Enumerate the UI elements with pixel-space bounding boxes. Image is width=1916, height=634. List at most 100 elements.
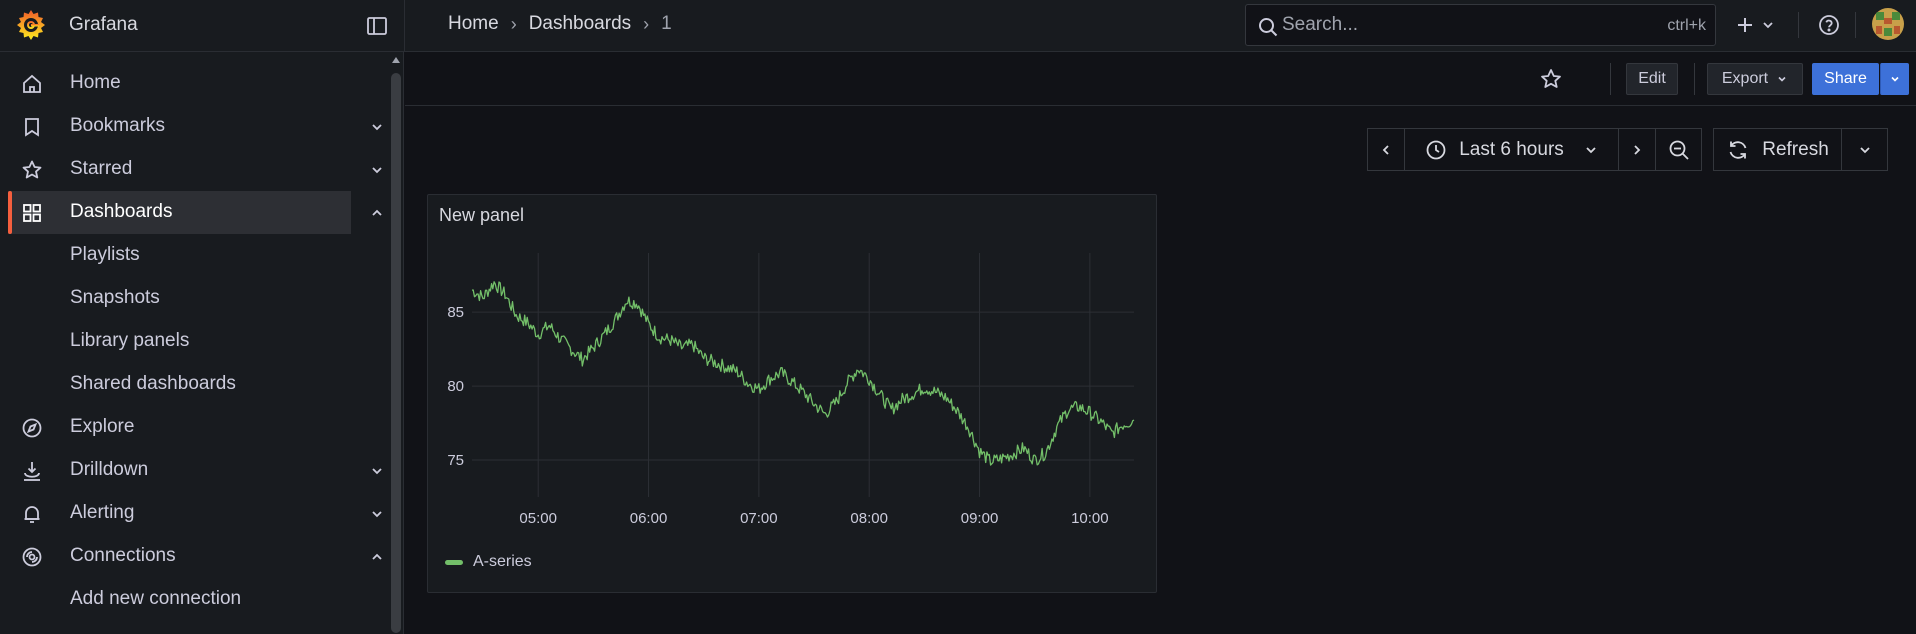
- time-series-chart[interactable]: 75 80 85 05:00 06:00 07:00 08:00 09:00 10:00: [428, 239, 1156, 549]
- sidebar-item-label: Add new connection: [70, 588, 242, 609]
- star-icon: [21, 159, 43, 181]
- legend-label: A-series: [473, 553, 532, 570]
- time-range-back-button[interactable]: [1367, 128, 1405, 171]
- y-tick-label: 80: [447, 378, 464, 395]
- search-shortcut: ctrl+k: [1667, 17, 1706, 34]
- breadcrumb-current: 1: [661, 13, 672, 34]
- sidebar-item-starred[interactable]: Starred: [0, 148, 390, 191]
- x-tick-label: 09:00: [961, 510, 999, 527]
- x-tick-label: 06:00: [630, 510, 668, 527]
- top-bar: Grafana Home › Dashboards › 1 ctrl+k: [0, 0, 1916, 52]
- sidebar-item-home[interactable]: Home: [0, 62, 390, 105]
- sidebar-item-label: Library panels: [70, 330, 190, 351]
- refresh-button[interactable]: Refresh: [1713, 128, 1842, 171]
- topbar-divider: [404, 0, 405, 52]
- x-tick-label: 05:00: [519, 510, 557, 527]
- chevron-right-icon: ›: [643, 13, 650, 34]
- chevron-right-icon: ›: [510, 13, 517, 34]
- sidebar-item-dashboards[interactable]: Dashboards: [8, 191, 382, 234]
- help-icon[interactable]: [1817, 13, 1841, 37]
- search-input[interactable]: [1282, 5, 1632, 45]
- chevron-left-icon: [1379, 143, 1393, 157]
- share-dropdown-button[interactable]: [1880, 63, 1909, 95]
- scrollbar-thumb[interactable]: [391, 73, 401, 633]
- sidebar-item-label: Snapshots: [70, 287, 160, 308]
- chevron-up-icon[interactable]: [370, 206, 384, 220]
- series-line-a-series[interactable]: [471, 281, 1135, 466]
- share-button[interactable]: Share: [1812, 63, 1879, 95]
- home-icon: [21, 73, 43, 95]
- sidebar-item-label: Shared dashboards: [70, 373, 236, 394]
- sidebar-item-add-new-connection[interactable]: Add new connection: [0, 578, 390, 621]
- toolbar-separator: [1610, 63, 1611, 95]
- dashboards-icon: [21, 202, 43, 224]
- breadcrumb-home[interactable]: Home: [448, 13, 499, 34]
- sidebar-item-playlists[interactable]: Playlists: [0, 234, 390, 277]
- sidebar-scrollbar[interactable]: [390, 55, 402, 634]
- new-button[interactable]: [1735, 12, 1781, 38]
- sidebar-item-label: Home: [70, 72, 121, 93]
- time-range-label: Last 6 hours: [1459, 138, 1564, 160]
- chevron-down-icon[interactable]: [370, 464, 384, 478]
- refresh-interval-dropdown[interactable]: [1841, 128, 1888, 171]
- bell-icon: [21, 503, 43, 525]
- x-tick-label: 07:00: [740, 510, 778, 527]
- user-avatar[interactable]: [1872, 8, 1904, 40]
- sidebar-item-bookmarks[interactable]: Bookmarks: [0, 105, 390, 148]
- chart-x-axis: 05:00 06:00 07:00 08:00 09:00 10:00: [519, 510, 1108, 527]
- chevron-down-icon: [1776, 73, 1788, 85]
- refresh-label: Refresh: [1762, 138, 1829, 160]
- scroll-up-arrow-icon[interactable]: [392, 55, 400, 65]
- x-tick-label: 10:00: [1071, 510, 1109, 527]
- brand[interactable]: Grafana: [14, 8, 138, 42]
- chevron-down-icon: [1584, 143, 1598, 157]
- sidebar-item-shared-dashboards[interactable]: Shared dashboards: [0, 363, 390, 406]
- zoom-out-icon: [1667, 138, 1691, 162]
- grafana-logo-icon: [14, 8, 48, 42]
- chevron-down-icon[interactable]: [370, 163, 384, 177]
- sidebar-item-connections[interactable]: Connections: [0, 535, 390, 578]
- chart-y-axis: 75 80 85: [447, 304, 464, 469]
- chevron-up-icon[interactable]: [370, 550, 384, 564]
- breadcrumb-dashboards[interactable]: Dashboards: [528, 13, 632, 34]
- chevron-down-icon: [1761, 18, 1775, 32]
- chevron-down-icon: [1858, 143, 1872, 157]
- breadcrumb: Home › Dashboards › 1: [448, 13, 672, 35]
- chevron-down-icon[interactable]: [370, 120, 384, 134]
- topbar-separator: [1798, 12, 1799, 38]
- topbar-separator: [1855, 12, 1856, 38]
- plus-icon: [1735, 15, 1755, 35]
- zoom-out-button[interactable]: [1655, 128, 1702, 171]
- dock-menu-icon[interactable]: [366, 15, 388, 37]
- sidebar-item-label: Connections: [70, 545, 176, 566]
- sidebar-item-label: Starred: [70, 158, 133, 179]
- sidebar-item-explore[interactable]: Explore: [0, 406, 390, 449]
- sidebar-item-library-panels[interactable]: Library panels: [0, 320, 390, 363]
- toolbar-separator: [1694, 63, 1695, 95]
- search-bar[interactable]: ctrl+k: [1245, 4, 1716, 46]
- sidebar-item-label: Playlists: [70, 244, 140, 265]
- app-name: Grafana: [69, 14, 138, 35]
- sidebar-item-label: Drilldown: [70, 459, 149, 480]
- sidebar-item-drilldown[interactable]: Drilldown: [0, 449, 390, 492]
- time-range-picker[interactable]: Last 6 hours: [1404, 128, 1619, 171]
- sidebar-item-snapshots[interactable]: Snapshots: [0, 277, 390, 320]
- export-button[interactable]: Export: [1707, 63, 1803, 95]
- chevron-right-icon: [1630, 143, 1644, 157]
- chevron-down-icon: [1889, 73, 1901, 85]
- sidebar-item-label: Bookmarks: [70, 115, 166, 136]
- drilldown-icon: [21, 460, 43, 482]
- sidebar-item-label: Dashboards: [70, 201, 173, 222]
- dashboard-panel[interactable]: New panel 75 80 85 05:00 06:00 07:00 08:00 09:…: [427, 194, 1157, 593]
- chart-legend[interactable]: A-series: [445, 553, 532, 571]
- sidebar-item-label: Alerting: [70, 502, 135, 523]
- edit-button[interactable]: Edit: [1626, 63, 1678, 95]
- sidebar-item-label: Explore: [70, 416, 135, 437]
- time-range-forward-button[interactable]: [1618, 128, 1656, 171]
- chevron-down-icon[interactable]: [370, 507, 384, 521]
- y-tick-label: 85: [447, 304, 464, 321]
- star-dashboard-icon[interactable]: [1539, 67, 1563, 91]
- panel-title: New panel: [439, 205, 525, 225]
- sidebar-item-alerting[interactable]: Alerting: [0, 492, 390, 535]
- bookmark-icon: [21, 116, 43, 138]
